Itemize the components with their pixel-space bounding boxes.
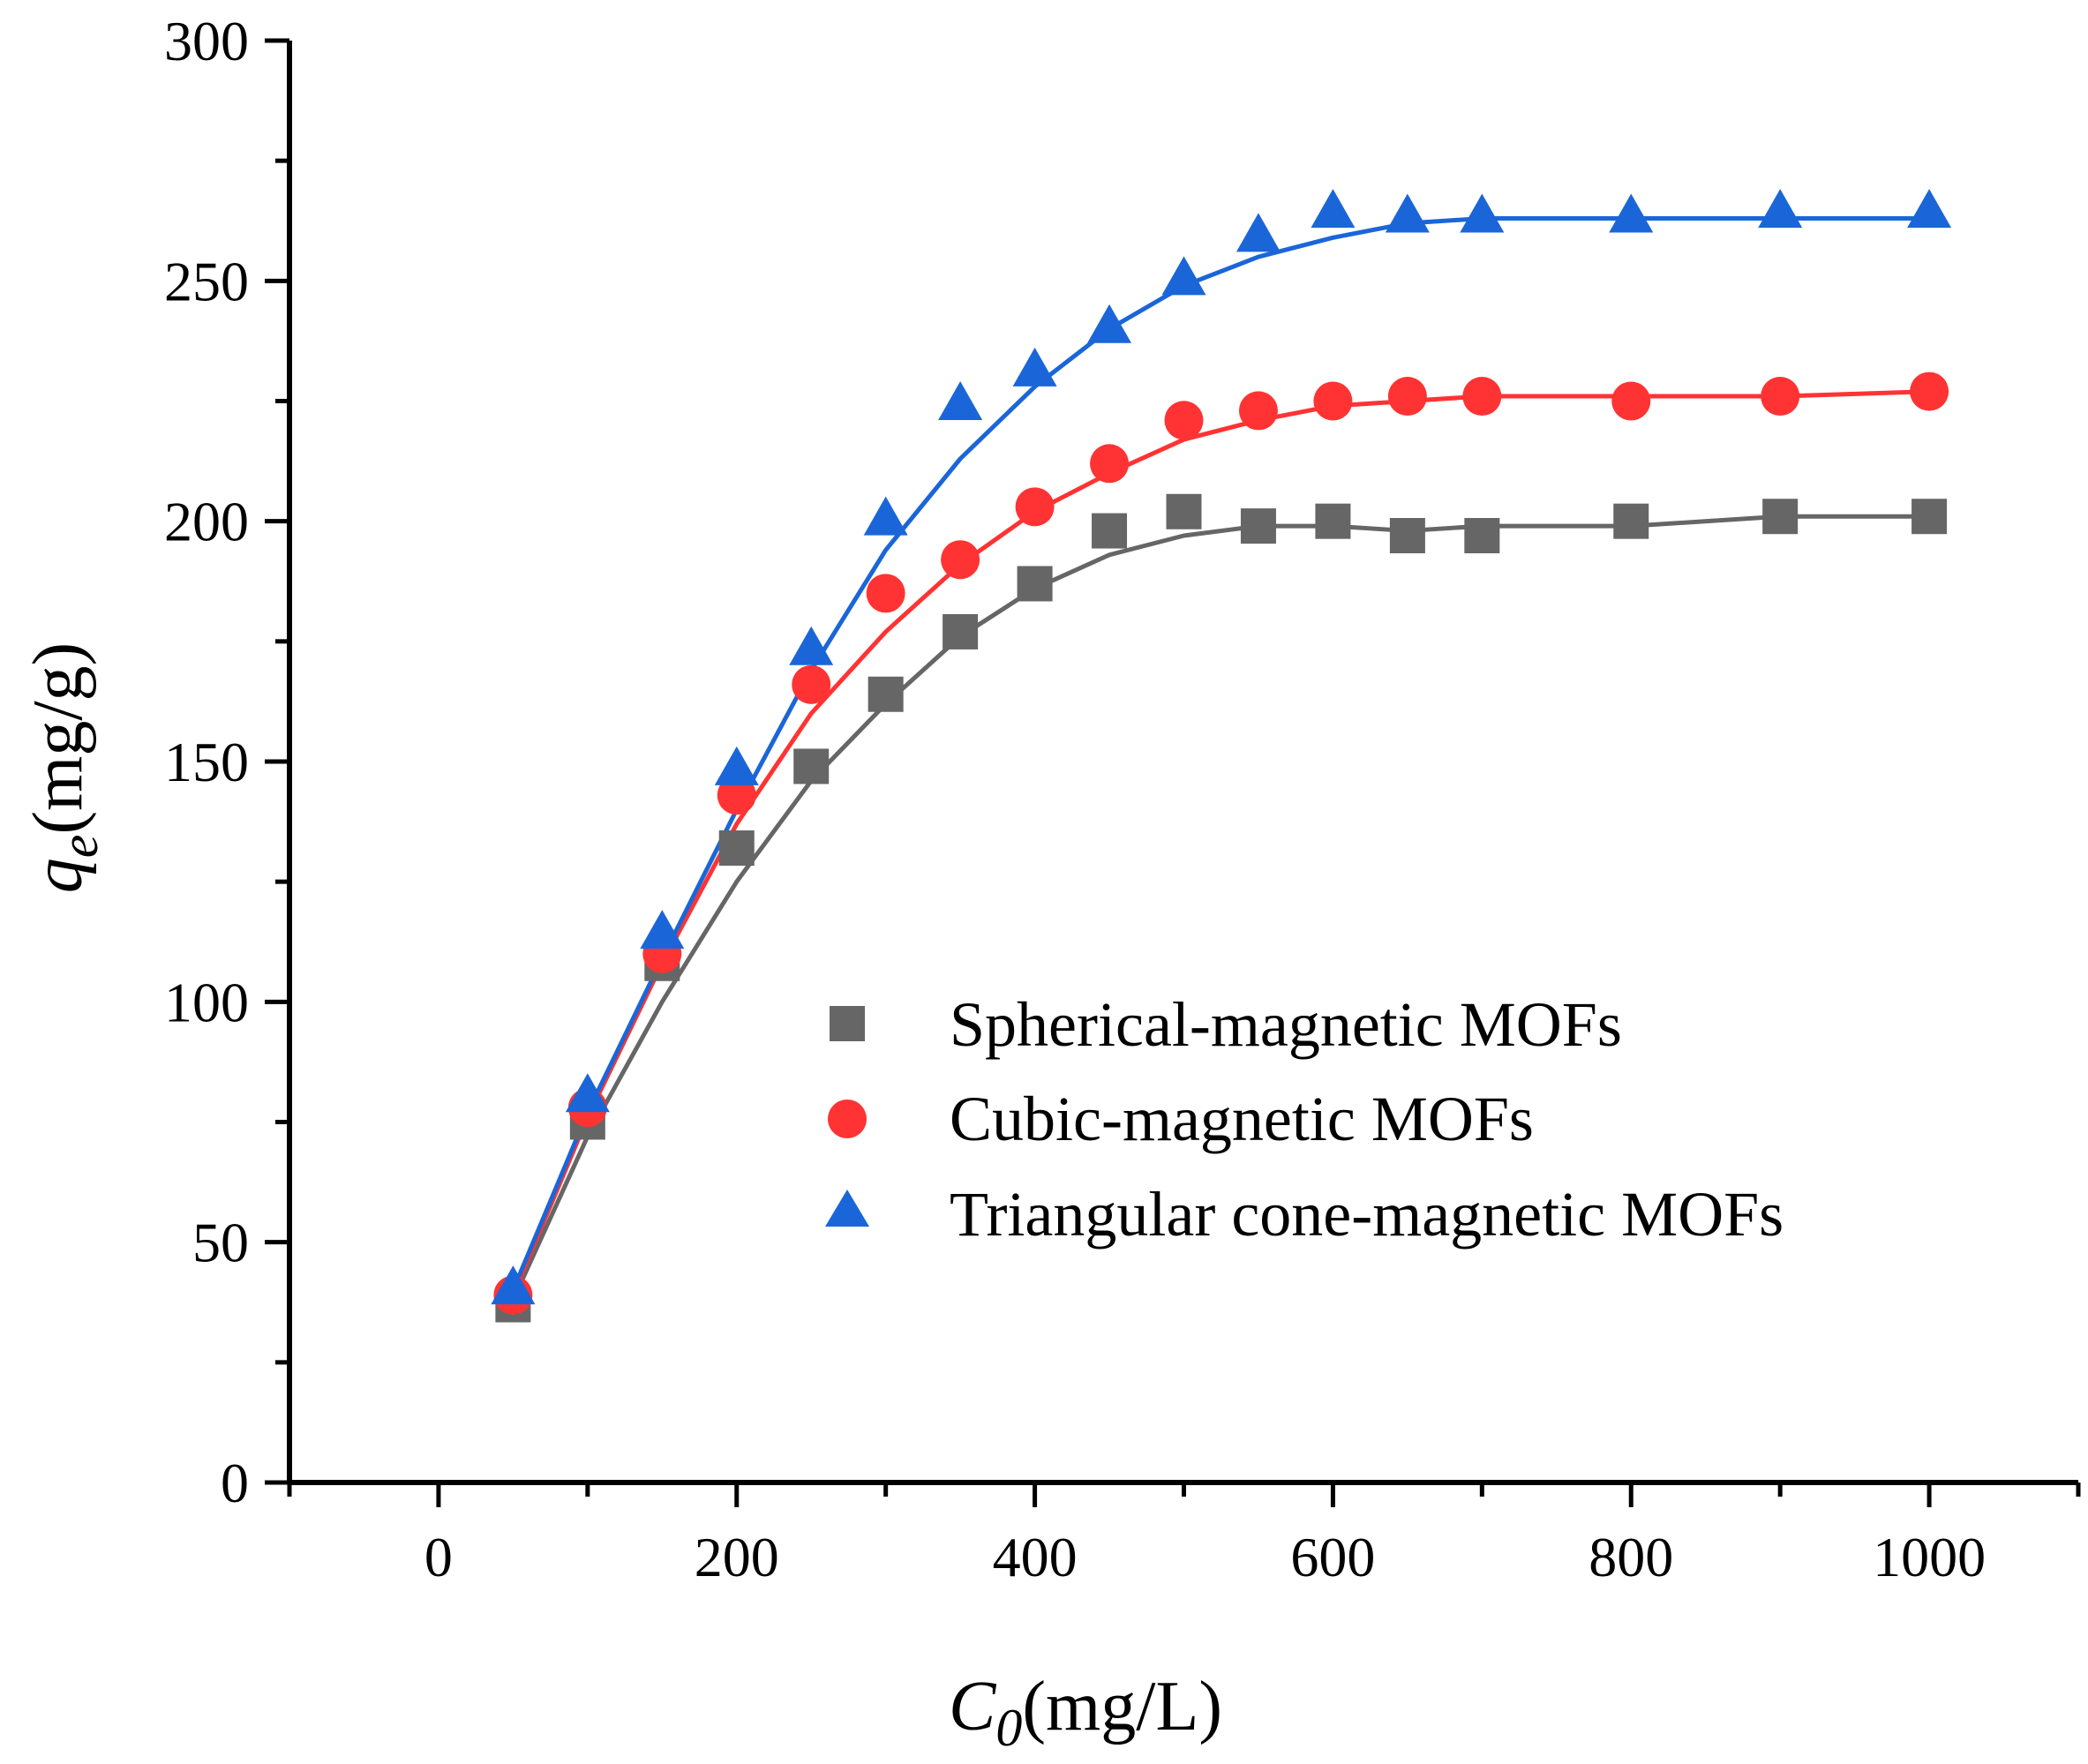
- data-point-square: [1315, 503, 1351, 539]
- y-tick-label: 250: [164, 250, 249, 312]
- y-axis-title: qe(mg/g): [19, 642, 109, 893]
- data-point-circle: [1313, 381, 1353, 421]
- data-point-circle: [792, 664, 831, 704]
- data-point-circle: [1090, 444, 1130, 484]
- data-point-triangle: [789, 626, 834, 665]
- x-tick-label: 0: [424, 1526, 453, 1588]
- data-point-triangle: [1385, 193, 1430, 233]
- x-axis-title: C0(mg/L): [949, 1668, 1222, 1757]
- data-point-triangle: [565, 1073, 610, 1113]
- data-point-square: [1762, 499, 1799, 535]
- data-point-triangle: [491, 1265, 536, 1305]
- x-tick-label: 1000: [1873, 1526, 1986, 1588]
- ticks: [265, 38, 2081, 1507]
- data-point-square: [1389, 518, 1425, 554]
- data-point-square: [1911, 499, 1948, 535]
- tick-labels: 0 200 400 600 800 1000 0 50 100 150 200 250 300: [164, 10, 1986, 1588]
- data-point-square: [1166, 493, 1202, 529]
- y-tick-label: 150: [164, 731, 249, 793]
- data-point-triangle: [863, 496, 908, 536]
- data-point-triangle: [938, 380, 983, 420]
- data-point-circle: [866, 574, 905, 613]
- x-tick-label: 200: [695, 1526, 779, 1588]
- legend-marker-triangular: [825, 1190, 869, 1227]
- data-point-triangle: [1758, 189, 1803, 229]
- data-point-square: [1613, 503, 1649, 539]
- y-tick-label: 200: [164, 491, 249, 553]
- data-point-square: [943, 613, 979, 649]
- data-point-triangle: [1907, 189, 1952, 229]
- data-point-circle: [1761, 377, 1800, 417]
- data-point-circle: [1910, 372, 1949, 411]
- data-point-circle: [941, 540, 980, 580]
- data-point-triangle: [714, 746, 759, 785]
- data-point-circle: [717, 776, 756, 815]
- fit-line-series-0: [510, 514, 1932, 1302]
- data-point-triangle: [1609, 193, 1654, 233]
- data-point-square: [793, 748, 830, 784]
- data-point-square: [718, 830, 755, 867]
- data-point-triangle: [1161, 256, 1206, 296]
- y-tick-label: 300: [164, 10, 249, 72]
- legend-marker-spherical: [830, 1006, 865, 1041]
- x-tick-label: 600: [1290, 1526, 1375, 1588]
- data-point-triangle: [1087, 304, 1132, 343]
- data-point-circle: [1164, 401, 1204, 440]
- legend: Spherical-magnetic MOFs Cubic-magnetic M…: [825, 989, 1784, 1250]
- data-point-square: [1092, 513, 1128, 549]
- y-tick-label: 0: [221, 1452, 249, 1514]
- y-tick-label: 100: [164, 971, 249, 1033]
- y-tick-label: 50: [192, 1212, 249, 1274]
- data-point-square: [1464, 518, 1500, 554]
- data-point-square: [1240, 508, 1276, 544]
- data-markers: [491, 189, 1952, 1323]
- data-point-triangle: [1236, 213, 1281, 252]
- data-point-square: [1017, 566, 1053, 602]
- x-tick-label: 800: [1589, 1526, 1673, 1588]
- data-point-triangle: [1460, 193, 1505, 233]
- x-tick-label: 400: [993, 1526, 1078, 1588]
- data-point-triangle: [640, 910, 685, 950]
- data-point-circle: [1238, 391, 1278, 431]
- legend-label-spherical: Spherical-magnetic MOFs: [950, 989, 1622, 1060]
- legend-label-cubic: Cubic-magnetic MOFs: [950, 1084, 1534, 1154]
- legend-marker-cubic: [828, 1100, 867, 1138]
- data-point-circle: [1611, 381, 1651, 421]
- data-point-triangle: [1311, 189, 1356, 229]
- data-point-square: [867, 676, 904, 712]
- data-point-triangle: [1012, 347, 1057, 387]
- data-point-circle: [1462, 377, 1502, 417]
- data-point-circle: [1387, 377, 1427, 417]
- data-point-circle: [1015, 487, 1055, 527]
- legend-label-triangular: Triangular cone-magnetic MOFs: [950, 1179, 1784, 1250]
